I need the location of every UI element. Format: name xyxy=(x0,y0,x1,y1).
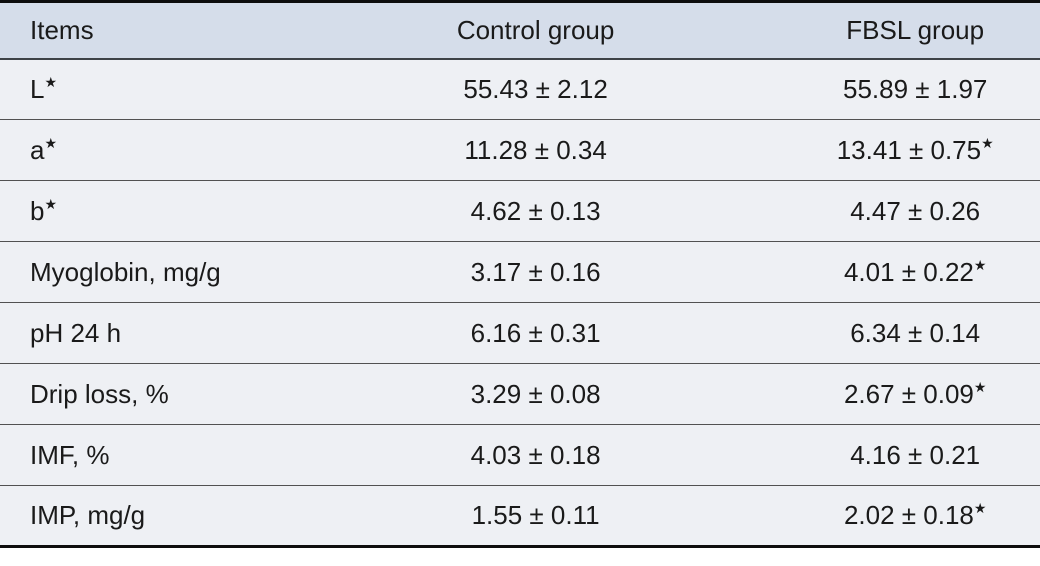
item-label: Drip loss, % xyxy=(30,378,169,409)
item-cell: a★ xyxy=(0,119,281,181)
fbsl-value-cell: 2.02 ± 0.18★ xyxy=(790,485,1040,547)
control-value: 1.55 ± 0.11 xyxy=(471,500,600,530)
fbsl-value: 2.02 ± 0.18 xyxy=(843,500,974,530)
item-sup: ★ xyxy=(44,134,58,151)
column-header-control-group: Control group xyxy=(280,1,791,60)
control-value: 11.28 ± 0.34 xyxy=(464,134,607,165)
item-cell: L★ xyxy=(0,58,281,120)
control-value-cell: 3.29 ± 0.08 xyxy=(280,363,791,425)
table-body: L★ 55.43 ± 2.12 55.89 ± 1.97 a★ 11.28 ± … xyxy=(0,58,1040,547)
header-row: Items Control group FBSL group xyxy=(0,1,1040,60)
fbsl-value: 55.89 ± 1.97 xyxy=(843,73,988,104)
item-label: a xyxy=(30,134,45,165)
table-row: IMF, % 4.03 ± 0.18 4.16 ± 0.21 xyxy=(0,424,1040,486)
table-row: Drip loss, % 3.29 ± 0.08 2.67 ± 0.09★ xyxy=(0,363,1040,425)
item-label: b xyxy=(30,195,45,226)
item-label: pH 24 h xyxy=(30,317,122,348)
table-header: Items Control group FBSL group xyxy=(0,1,1040,60)
item-cell: Drip loss, % xyxy=(0,363,281,425)
fbsl-value-cell: 4.47 ± 0.26 xyxy=(790,180,1040,242)
item-label: Myoglobin, mg/g xyxy=(30,256,221,287)
column-header-items: Items xyxy=(0,1,281,60)
table-row: pH 24 h 6.16 ± 0.31 6.34 ± 0.14 xyxy=(0,302,1040,364)
control-value-cell: 6.16 ± 0.31 xyxy=(280,302,791,364)
control-value-cell: 1.55 ± 0.11 xyxy=(280,485,791,547)
table-row: IMP, mg/g 1.55 ± 0.11 2.02 ± 0.18★ xyxy=(0,485,1040,547)
control-value-cell: 4.03 ± 0.18 xyxy=(280,424,791,486)
item-sup: ★ xyxy=(44,74,58,91)
table-row: a★ 11.28 ± 0.34 13.41 ± 0.75★ xyxy=(0,119,1040,181)
item-cell: IMF, % xyxy=(0,424,281,486)
fbsl-value-cell: 2.67 ± 0.09★ xyxy=(790,363,1040,425)
fbsl-value-cell: 55.89 ± 1.97 xyxy=(790,58,1040,120)
fbsl-value: 4.01 ± 0.22 xyxy=(843,256,974,287)
fbsl-value-cell: 13.41 ± 0.75★ xyxy=(790,119,1040,181)
item-cell: Myoglobin, mg/g xyxy=(0,241,281,303)
fbsl-value: 13.41 ± 0.75 xyxy=(836,134,982,165)
control-value: 6.16 ± 0.31 xyxy=(470,317,601,348)
fbsl-value-cell: 4.01 ± 0.22★ xyxy=(790,241,1040,303)
item-label: IMP, mg/g xyxy=(30,500,146,530)
results-table: Items Control group FBSL group L★ 55.43 … xyxy=(0,0,1040,548)
item-cell: IMP, mg/g xyxy=(0,485,281,547)
item-label: IMF, % xyxy=(30,439,110,470)
control-value-cell: 4.62 ± 0.13 xyxy=(280,180,791,242)
fbsl-sup: ★ xyxy=(973,378,987,395)
item-cell: pH 24 h xyxy=(0,302,281,364)
control-value-cell: 3.17 ± 0.16 xyxy=(280,241,791,303)
control-value: 3.17 ± 0.16 xyxy=(470,256,601,287)
table-row: Myoglobin, mg/g 3.17 ± 0.16 4.01 ± 0.22★ xyxy=(0,241,1040,303)
control-value: 4.03 ± 0.18 xyxy=(470,439,601,470)
control-value: 55.43 ± 2.12 xyxy=(463,73,608,104)
fbsl-value: 6.34 ± 0.14 xyxy=(850,317,981,348)
fbsl-value: 4.47 ± 0.26 xyxy=(850,195,981,226)
fbsl-sup: ★ xyxy=(973,256,987,273)
item-label: L xyxy=(30,73,45,104)
control-value-cell: 55.43 ± 2.12 xyxy=(280,58,791,120)
fbsl-sup: ★ xyxy=(981,134,994,151)
fbsl-value: 2.67 ± 0.09 xyxy=(843,378,974,409)
fbsl-value-cell: 6.34 ± 0.14 xyxy=(790,302,1040,364)
fbsl-value: 4.16 ± 0.21 xyxy=(850,439,981,470)
column-header-fbsl-group: FBSL group xyxy=(790,1,1040,60)
control-value: 3.29 ± 0.08 xyxy=(470,378,601,409)
table-row: L★ 55.43 ± 2.12 55.89 ± 1.97 xyxy=(0,58,1040,120)
item-sup: ★ xyxy=(44,195,58,212)
table-row: b★ 4.62 ± 0.13 4.47 ± 0.26 xyxy=(0,180,1040,242)
control-value-cell: 11.28 ± 0.34 xyxy=(280,119,791,181)
fbsl-sup: ★ xyxy=(973,500,987,517)
item-cell: b★ xyxy=(0,180,281,242)
fbsl-value-cell: 4.16 ± 0.21 xyxy=(790,424,1040,486)
control-value: 4.62 ± 0.13 xyxy=(470,195,601,226)
